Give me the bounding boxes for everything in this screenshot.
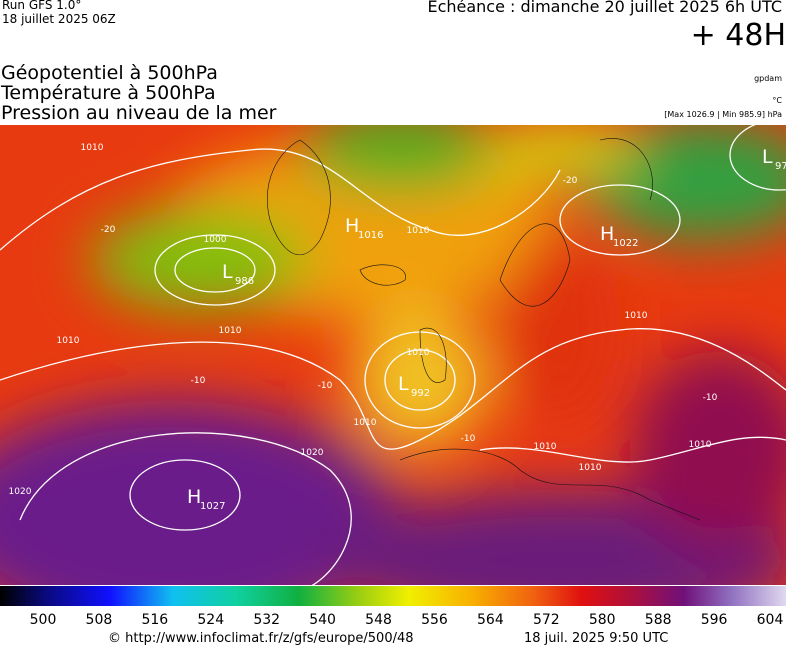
colorbar-label: 580 — [589, 612, 616, 628]
colorbar-label: 596 — [701, 612, 728, 628]
contour-label: -10 — [191, 376, 206, 386]
contour-label: 1000 — [204, 235, 227, 245]
contour-label: 1010 — [689, 440, 712, 450]
contour-label: 1010 — [579, 463, 602, 473]
contour-label: 1020 — [301, 448, 324, 458]
colorbar-label: 548 — [365, 612, 392, 628]
contour-label: 1020 — [9, 487, 32, 497]
colorbar — [0, 586, 786, 606]
contour-label: -20 — [563, 176, 578, 186]
center-value: 1027 — [200, 501, 225, 512]
center-type: L — [762, 146, 773, 168]
layer-title: Géopotentiel à 500hPa — [1, 62, 218, 84]
field — [0, 125, 786, 585]
unit: °C — [772, 96, 782, 105]
contour-label: 1010 — [625, 311, 648, 321]
contour-label: 1010 — [354, 418, 377, 428]
center-type: L — [222, 261, 233, 283]
colorbar-label: 564 — [477, 612, 504, 628]
center-type: L — [398, 373, 409, 395]
colorbar-label: 508 — [86, 612, 113, 628]
contour-label: -10 — [703, 393, 718, 403]
layer-title: Pression au niveau de la mer — [1, 102, 277, 124]
contour-label: 1010 — [407, 348, 430, 358]
center-value: 97 — [775, 161, 786, 172]
source-url: © http://www.infoclimat.fr/z/gfs/europe/… — [108, 631, 414, 646]
contour-label: -10 — [461, 434, 476, 444]
unit: [Max 1026.9 | Min 985.9] hPa — [664, 110, 782, 119]
contour-label: -10 — [318, 381, 333, 391]
center-value: 992 — [411, 388, 430, 399]
lead-time: + 48H — [690, 18, 786, 53]
run: Run GFS 1.0° — [2, 0, 82, 12]
colorbar-label: 524 — [197, 612, 224, 628]
colorbar-label: 540 — [309, 612, 336, 628]
contour-label: 1010 — [534, 442, 557, 452]
colorbar-label: 516 — [141, 612, 168, 628]
timestamp: 18 juil. 2025 9:50 UTC — [524, 631, 669, 646]
contour-label: 1010 — [407, 226, 430, 236]
colorbar-label: 588 — [645, 612, 672, 628]
colorbar-label: 500 — [30, 612, 57, 628]
center-value: 986 — [235, 276, 254, 287]
contour-label: -20 — [101, 225, 116, 235]
colorbar-label: 604 — [757, 612, 784, 628]
contour-label: 1010 — [81, 143, 104, 153]
colorbar-label: 572 — [533, 612, 560, 628]
colorbar-label: 556 — [421, 612, 448, 628]
colorbar-label: 532 — [253, 612, 280, 628]
center-type: H — [187, 486, 201, 508]
run-date: 18 juillet 2025 06Z — [2, 12, 116, 26]
center-type: H — [345, 215, 359, 237]
center-value: 1016 — [358, 230, 383, 241]
echeance: Echéance : dimanche 20 juillet 2025 6h U… — [427, 0, 782, 16]
unit: gpdam — [754, 74, 782, 83]
center-type: H — [600, 223, 614, 245]
contour-label: 1010 — [219, 326, 242, 336]
center-value: 1022 — [613, 238, 638, 249]
layer-title: Température à 500hPa — [1, 82, 216, 104]
contour-label: 1010 — [57, 336, 80, 346]
